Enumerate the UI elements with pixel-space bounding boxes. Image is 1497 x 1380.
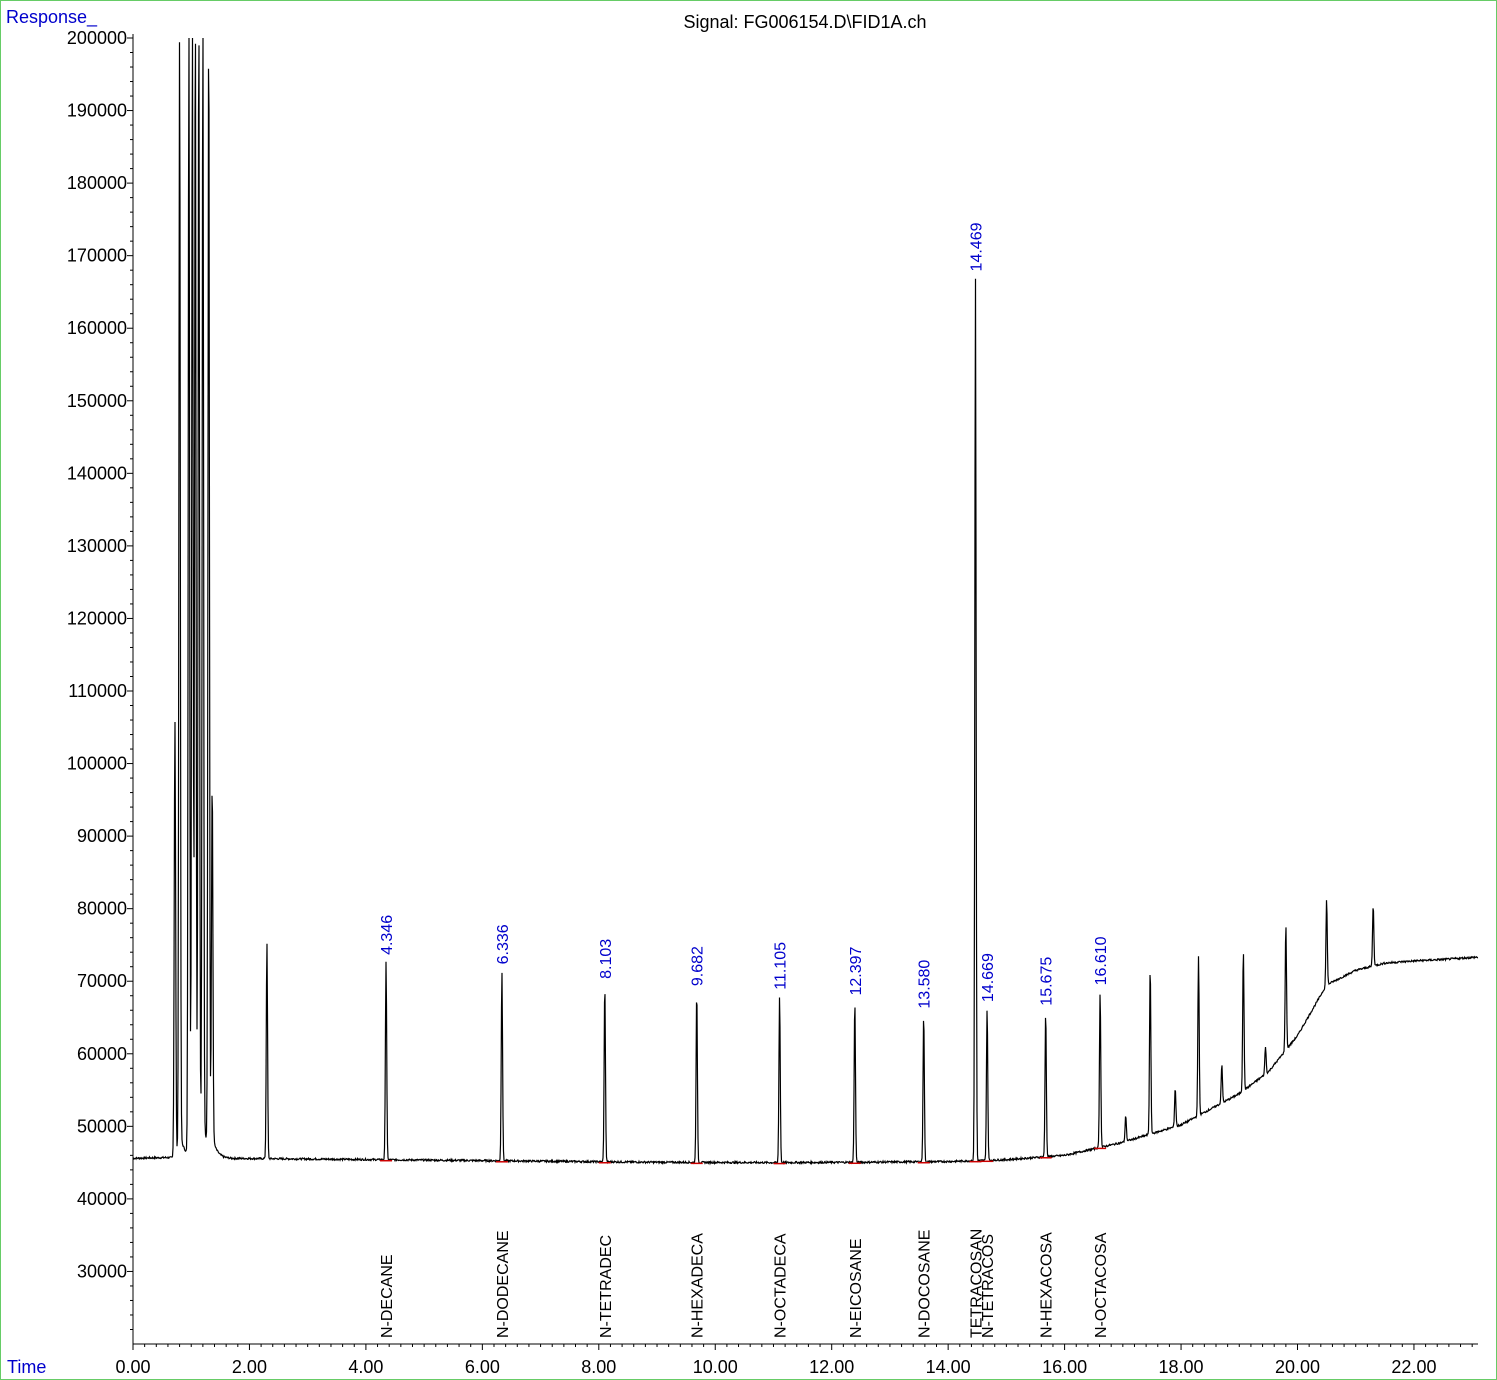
compound-label: N-DOCOSANE [917,1230,934,1338]
compound-label: N-HEXACOSA [1039,1232,1056,1338]
x-axis-label: Time [7,1357,47,1377]
y-tick-label: 200000 [67,28,127,48]
x-tick-label: 4.00 [348,1357,383,1377]
retention-time-label: 14.669 [980,953,997,1002]
y-tick-label: 40000 [77,1189,127,1209]
compound-label: N-HEXADECA [690,1233,707,1338]
y-tick-label: 60000 [77,1044,127,1064]
x-tick-label: 16.00 [1042,1357,1087,1377]
retention-time-label: 16.610 [1093,936,1110,985]
y-axis-label: Response_ [6,7,98,27]
y-tick-label: 180000 [67,173,127,193]
retention-time-label: 12.397 [848,946,865,995]
y-tick-label: 190000 [67,101,127,121]
retention-time-label: 9.682 [690,946,707,986]
y-tick-label: 130000 [67,536,127,556]
y-tick-label: 30000 [77,1261,127,1281]
signal-trace [132,37,1479,1166]
compound-label: N-TETRADEC [598,1235,615,1338]
y-tick-label: 70000 [77,971,127,991]
y-tick-label: 160000 [67,318,127,338]
x-tick-label: 2.00 [232,1357,267,1377]
x-tick-label: 0.00 [115,1357,150,1377]
y-tick-label: 140000 [67,463,127,483]
x-tick-label: 8.00 [581,1357,616,1377]
y-tick-label: 100000 [67,754,127,774]
retention-time-label: 15.675 [1039,957,1056,1006]
axes: 30000 40000 50000 60000 70000 80000 90000 10000… [67,28,1478,1377]
x-tick-label: 20.00 [1275,1357,1320,1377]
x-tick-label: 10.00 [693,1357,738,1377]
baseline-markers [380,1147,1107,1165]
y-tick-label: 120000 [67,608,127,628]
x-tick-label: 22.00 [1391,1357,1436,1377]
x-tick-label: 18.00 [1159,1357,1204,1377]
compound-label: N-OCTACOSA [1093,1232,1110,1338]
y-tick-label: 90000 [77,826,127,846]
compound-label: N-DODECANE [495,1230,512,1338]
y-tick-label: 110000 [68,681,127,701]
compound-label: N-DECANE [379,1254,396,1338]
retention-time-label: 4.346 [379,915,396,955]
y-tick-label: 80000 [77,899,127,919]
compound-label: TETRACOSAN [968,1229,985,1338]
x-tick-label: 12.00 [809,1357,854,1377]
signal-line [132,37,1479,1166]
compound-label: N-TETRACOS [980,1234,997,1338]
retention-time-label: 13.580 [917,960,934,1009]
retention-time-label: 8.103 [598,939,615,979]
y-tick-label: 150000 [67,391,127,411]
y-tick-label: 50000 [77,1116,127,1136]
peak-labels: 4.346 N-DECANE 6.336 N-DODECANE 8.103 N-TETRA… [379,222,1110,1338]
compound-label: N-OCTADECA [773,1233,790,1338]
compound-label: N-EICOSANE [848,1238,865,1338]
y-tick-label: 170000 [67,246,127,266]
chart-title: Signal: FG006154.D\FID1A.ch [683,12,927,32]
x-tick-label: 14.00 [926,1357,971,1377]
retention-time-label: 6.336 [495,924,512,964]
x-tick-label: 6.00 [465,1357,500,1377]
retention-time-label: 14.469 [968,222,985,271]
retention-time-label: 11.105 [773,942,790,990]
